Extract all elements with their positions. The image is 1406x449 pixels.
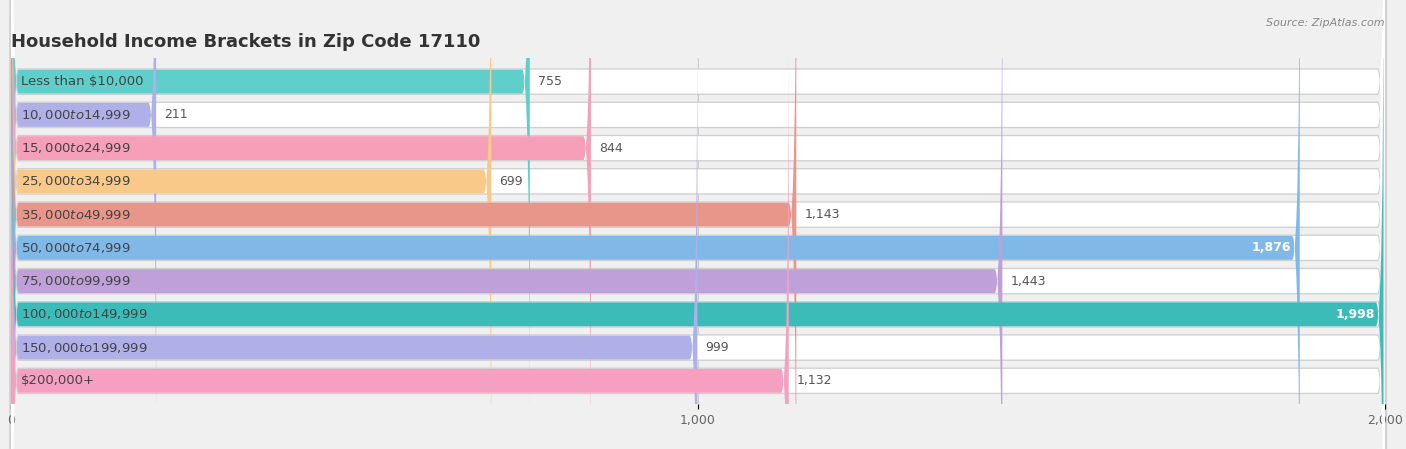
- FancyBboxPatch shape: [10, 0, 1386, 449]
- Text: 211: 211: [165, 108, 188, 121]
- FancyBboxPatch shape: [11, 0, 1385, 436]
- Text: 1,132: 1,132: [797, 374, 832, 387]
- FancyBboxPatch shape: [10, 0, 1386, 449]
- Text: $15,000 to $24,999: $15,000 to $24,999: [21, 141, 131, 155]
- FancyBboxPatch shape: [10, 0, 1386, 449]
- FancyBboxPatch shape: [11, 0, 1385, 449]
- Text: 1,143: 1,143: [804, 208, 839, 221]
- Text: 1,443: 1,443: [1011, 275, 1046, 288]
- FancyBboxPatch shape: [11, 0, 1385, 449]
- Text: Source: ZipAtlas.com: Source: ZipAtlas.com: [1267, 18, 1385, 28]
- FancyBboxPatch shape: [10, 0, 1386, 449]
- FancyBboxPatch shape: [10, 0, 1386, 449]
- Text: $75,000 to $99,999: $75,000 to $99,999: [21, 274, 131, 288]
- FancyBboxPatch shape: [11, 0, 1385, 449]
- FancyBboxPatch shape: [11, 0, 1385, 449]
- Text: $50,000 to $74,999: $50,000 to $74,999: [21, 241, 131, 255]
- FancyBboxPatch shape: [10, 0, 1386, 449]
- FancyBboxPatch shape: [11, 0, 1385, 449]
- FancyBboxPatch shape: [11, 0, 1299, 449]
- Text: 755: 755: [538, 75, 562, 88]
- FancyBboxPatch shape: [11, 0, 1385, 449]
- Text: Less than $10,000: Less than $10,000: [21, 75, 143, 88]
- Text: 999: 999: [706, 341, 730, 354]
- FancyBboxPatch shape: [10, 0, 1386, 449]
- FancyBboxPatch shape: [11, 0, 530, 436]
- Text: 844: 844: [599, 141, 623, 154]
- Text: $10,000 to $14,999: $10,000 to $14,999: [21, 108, 131, 122]
- FancyBboxPatch shape: [11, 0, 1385, 449]
- Text: 699: 699: [499, 175, 523, 188]
- FancyBboxPatch shape: [10, 0, 1386, 449]
- Text: $150,000 to $199,999: $150,000 to $199,999: [21, 341, 148, 355]
- FancyBboxPatch shape: [11, 0, 591, 449]
- FancyBboxPatch shape: [11, 27, 789, 449]
- Text: 1,876: 1,876: [1251, 242, 1292, 254]
- FancyBboxPatch shape: [11, 0, 156, 449]
- FancyBboxPatch shape: [11, 0, 697, 449]
- FancyBboxPatch shape: [11, 0, 491, 449]
- FancyBboxPatch shape: [10, 0, 1386, 449]
- Text: $200,000+: $200,000+: [21, 374, 94, 387]
- FancyBboxPatch shape: [11, 0, 1385, 449]
- Text: $100,000 to $149,999: $100,000 to $149,999: [21, 308, 148, 321]
- Text: $35,000 to $49,999: $35,000 to $49,999: [21, 207, 131, 222]
- Text: $25,000 to $34,999: $25,000 to $34,999: [21, 174, 131, 189]
- Text: 1,998: 1,998: [1336, 308, 1375, 321]
- FancyBboxPatch shape: [11, 0, 1384, 449]
- FancyBboxPatch shape: [10, 0, 1386, 449]
- FancyBboxPatch shape: [11, 0, 1002, 449]
- FancyBboxPatch shape: [11, 0, 796, 449]
- Text: Household Income Brackets in Zip Code 17110: Household Income Brackets in Zip Code 17…: [11, 33, 481, 51]
- FancyBboxPatch shape: [11, 27, 1385, 449]
